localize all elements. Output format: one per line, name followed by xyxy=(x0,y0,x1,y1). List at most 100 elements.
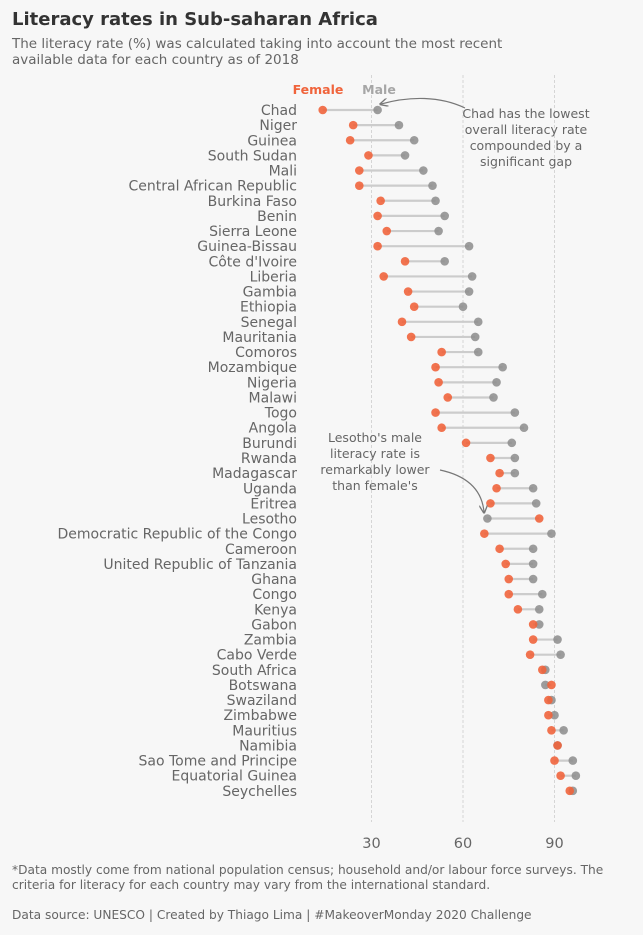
male-point xyxy=(538,589,547,599)
country-label: Botswana xyxy=(229,678,297,694)
male-point xyxy=(510,408,520,417)
x-tick-label: 60 xyxy=(454,836,472,852)
country-label: Democratic Republic of the Congo xyxy=(58,527,297,543)
female-point xyxy=(437,423,446,433)
country-label: South Africa xyxy=(212,663,297,679)
female-point xyxy=(495,468,504,478)
country-label: Guinea-Bissau xyxy=(197,239,297,255)
female-point xyxy=(403,287,413,296)
female-point xyxy=(345,135,355,145)
male-point xyxy=(492,378,501,387)
male-point xyxy=(528,544,538,554)
country-label: Sierra Leone xyxy=(209,224,297,240)
country-label: Swaziland xyxy=(227,693,297,709)
female-point xyxy=(382,226,392,236)
male-point xyxy=(394,120,404,130)
male-point xyxy=(519,423,529,433)
country-label: Equatorial Guinea xyxy=(172,769,297,785)
country-label: Cameroon xyxy=(225,542,297,558)
country-label: Liberia xyxy=(250,269,297,285)
country-label: Cabo Verde xyxy=(217,648,297,664)
female-point xyxy=(480,529,489,538)
legend: Female Male xyxy=(293,82,396,97)
country-label: Niger xyxy=(259,118,297,134)
male-point xyxy=(470,332,480,342)
country-label: Lesotho xyxy=(242,512,297,528)
country-label: Zambia xyxy=(244,633,297,649)
female-point xyxy=(379,272,389,281)
male-point xyxy=(419,166,428,175)
female-point xyxy=(538,665,547,675)
female-point xyxy=(373,211,382,221)
country-label: Eritrea xyxy=(250,496,297,512)
female-point xyxy=(492,483,501,493)
country-label: Congo xyxy=(252,587,297,603)
male-point xyxy=(534,604,544,614)
female-point xyxy=(528,635,538,644)
female-point xyxy=(437,347,446,357)
female-point xyxy=(397,317,407,327)
male-point xyxy=(568,756,578,765)
male-point xyxy=(400,151,410,160)
country-label: Burundi xyxy=(242,436,297,452)
female-point xyxy=(534,514,544,523)
country-label: South Sudan xyxy=(208,148,297,164)
male-point xyxy=(553,635,562,644)
male-point xyxy=(434,226,443,236)
female-point xyxy=(544,710,553,720)
female-point xyxy=(355,166,364,175)
female-point xyxy=(443,393,453,402)
country-label: United Republic of Tanzania xyxy=(103,557,297,573)
female-point xyxy=(544,695,553,705)
female-point xyxy=(409,302,419,311)
country-label: Malawi xyxy=(249,390,297,406)
female-point xyxy=(547,680,556,690)
male-point xyxy=(559,726,568,735)
male-point xyxy=(510,468,520,478)
data-source: Data source: UNESCO | Created by Thiago … xyxy=(12,908,532,922)
country-label: Gambia xyxy=(243,285,297,301)
male-point xyxy=(556,650,565,659)
female-point xyxy=(400,257,410,266)
male-point xyxy=(547,529,556,538)
male-point xyxy=(473,317,483,327)
male-point xyxy=(458,302,468,311)
country-label: Burkina Faso xyxy=(208,194,297,210)
female-point xyxy=(504,589,514,599)
male-point xyxy=(528,483,538,493)
female-point xyxy=(434,378,443,387)
female-point xyxy=(355,181,364,190)
lesotho-annotation-arrow xyxy=(439,469,484,512)
male-point xyxy=(428,181,437,190)
chad-annotation-arrow xyxy=(381,97,466,109)
country-label: Côte d'Ivoire xyxy=(208,254,297,270)
female-point xyxy=(513,604,523,614)
male-point xyxy=(534,620,544,629)
male-point xyxy=(440,211,450,221)
chart-subtitle: The literacy rate (%) was calculated tak… xyxy=(12,36,503,68)
female-point xyxy=(318,105,328,115)
male-point xyxy=(498,362,507,372)
female-point xyxy=(461,438,471,448)
female-point xyxy=(556,771,565,781)
female-point xyxy=(373,241,382,251)
country-label: Mali xyxy=(269,164,297,180)
female-point xyxy=(486,453,495,463)
male-point xyxy=(467,272,477,281)
female-point xyxy=(431,362,440,372)
country-label: Comoros xyxy=(235,345,297,361)
female-point xyxy=(495,544,504,554)
female-point xyxy=(504,574,514,584)
male-point xyxy=(373,105,382,115)
male-point xyxy=(507,438,517,448)
female-point xyxy=(348,120,358,130)
country-label: Guinea xyxy=(247,133,297,149)
female-point xyxy=(431,408,440,417)
country-label: Namibia xyxy=(239,738,297,754)
country-label: Central African Republic xyxy=(128,179,297,195)
country-label: Seychelles xyxy=(222,784,297,800)
male-point xyxy=(531,499,541,508)
male-point xyxy=(431,196,440,206)
